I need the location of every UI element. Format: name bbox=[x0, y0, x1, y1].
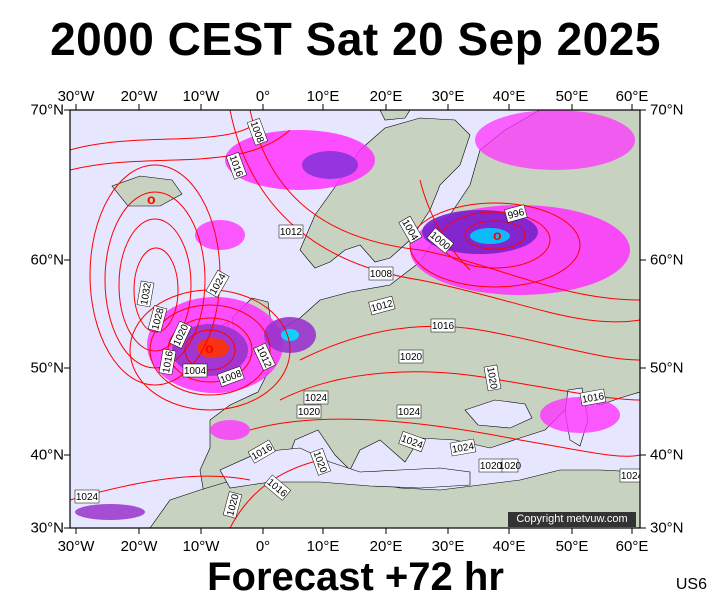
isobar-label: 1016 bbox=[432, 321, 455, 332]
lat-label: 60°N bbox=[650, 251, 684, 269]
lat-label: 30°N bbox=[650, 519, 684, 537]
lon-label: 10°W bbox=[182, 88, 220, 105]
isobar-label: 1024 bbox=[305, 393, 328, 404]
isobar-russia-3 bbox=[409, 202, 581, 288]
svalbard-land bbox=[379, 110, 411, 121]
isobar-north-1 bbox=[70, 119, 261, 151]
lon-label: 10°E bbox=[306, 88, 340, 105]
lat-label: 50°N bbox=[650, 359, 684, 377]
lon-label: 30°W bbox=[57, 538, 95, 555]
lat-label: 60°N bbox=[30, 251, 64, 269]
ticks-bottom bbox=[75, 528, 633, 534]
copyright-label: Copyright metvuw.com bbox=[508, 512, 636, 527]
map-title: 2000 CEST Sat 20 Sep 2025 bbox=[50, 13, 661, 65]
isobar-central-3 bbox=[299, 325, 640, 361]
precip-iberia bbox=[210, 420, 250, 440]
forecast-label: Forecast +72 hr bbox=[207, 555, 504, 599]
low-centre-russia: o bbox=[493, 227, 502, 243]
isobar-label: 1024 bbox=[398, 407, 421, 418]
precip-caucasus bbox=[540, 397, 620, 433]
isobar-label: 1016 bbox=[581, 391, 605, 406]
lon-label: 10°W bbox=[182, 538, 220, 555]
lon-label: 20°W bbox=[120, 88, 158, 105]
lon-label: 10°E bbox=[306, 538, 340, 555]
lon-label: 30°E bbox=[431, 538, 465, 555]
isobar-labels: 1008 1016 1012 996 1000 1004 1008 1012 1… bbox=[74, 118, 644, 519]
lon-label: 50°E bbox=[555, 538, 589, 555]
model-code: US6 bbox=[675, 576, 707, 593]
isobar-label: 1020 bbox=[484, 366, 499, 390]
lon-label: 30°E bbox=[431, 88, 465, 105]
lon-label: 0° bbox=[255, 88, 271, 105]
isobar-low-3 bbox=[149, 304, 271, 396]
map-field: o o o 1008 1016 1012 996 1000 1004 1008 … bbox=[70, 110, 644, 528]
isobar-label: 1020 bbox=[298, 407, 321, 418]
lon-label: 60°E bbox=[615, 88, 649, 105]
lon-label: 30°W bbox=[57, 88, 95, 105]
centre-marks: o o o bbox=[147, 191, 502, 356]
isobar-label: 1024 bbox=[76, 492, 99, 503]
lon-label: 60°E bbox=[615, 538, 649, 555]
isobar-high-3 bbox=[118, 218, 192, 352]
lon-label: 20°W bbox=[120, 538, 158, 555]
lon-label: 40°E bbox=[492, 88, 526, 105]
isobar-label: 1020 bbox=[480, 461, 503, 472]
isobar-label: 1016 bbox=[161, 350, 176, 374]
ticks-top bbox=[75, 104, 633, 110]
isobar-russia-1 bbox=[464, 220, 526, 250]
black-sea bbox=[464, 399, 533, 429]
isobar-north-2 bbox=[70, 129, 291, 171]
precip-low-atlantic-core bbox=[197, 338, 229, 358]
isobar-south-2 bbox=[249, 418, 640, 457]
lat-label: 70°N bbox=[650, 101, 684, 119]
isobar-label: 996 bbox=[507, 207, 526, 222]
isobar-label: 1012 bbox=[280, 227, 303, 238]
isobar-label: 1004 bbox=[184, 366, 207, 377]
lat-label: 40°N bbox=[30, 446, 64, 464]
low-centre-atlantic: o bbox=[205, 340, 214, 356]
map-frame bbox=[69, 109, 641, 529]
lon-label: 20°E bbox=[369, 538, 403, 555]
isobar-central-1 bbox=[249, 110, 640, 301]
lon-label: 50°E bbox=[555, 88, 589, 105]
lat-label: 40°N bbox=[650, 446, 684, 464]
lon-label: 0° bbox=[255, 538, 271, 555]
isobar-low-1 bbox=[184, 329, 236, 371]
ticks-right bbox=[640, 109, 646, 529]
lat-label: 30°N bbox=[30, 519, 64, 537]
lat-label: 50°N bbox=[30, 359, 64, 377]
isobar-label: 1032 bbox=[139, 282, 154, 306]
precip-africa bbox=[75, 504, 145, 520]
precip-greenland bbox=[195, 220, 245, 250]
isobar-central-2 bbox=[229, 110, 640, 323]
low-centre-iceland: o bbox=[147, 191, 156, 207]
lat-label: 70°N bbox=[30, 101, 64, 119]
isobar-label: 1020 bbox=[499, 461, 522, 472]
ticks-left bbox=[64, 109, 70, 529]
precip-arctic bbox=[475, 110, 635, 170]
precip-russia-core bbox=[470, 228, 510, 244]
tick-marks bbox=[64, 104, 646, 534]
isobar-label: 1008 bbox=[370, 269, 393, 280]
isobar-baltic bbox=[419, 179, 471, 271]
precip-norwegian-sea-heavy bbox=[302, 151, 358, 179]
isobar-high-4 bbox=[133, 247, 179, 333]
isobar-label: 1020 bbox=[400, 352, 423, 363]
isobar-label: 1024 bbox=[621, 471, 644, 482]
lon-label: 20°E bbox=[369, 88, 403, 105]
lon-label: 40°E bbox=[492, 538, 526, 555]
isobar-label: 1024 bbox=[451, 441, 475, 456]
precip-north-sea-core bbox=[281, 329, 299, 341]
